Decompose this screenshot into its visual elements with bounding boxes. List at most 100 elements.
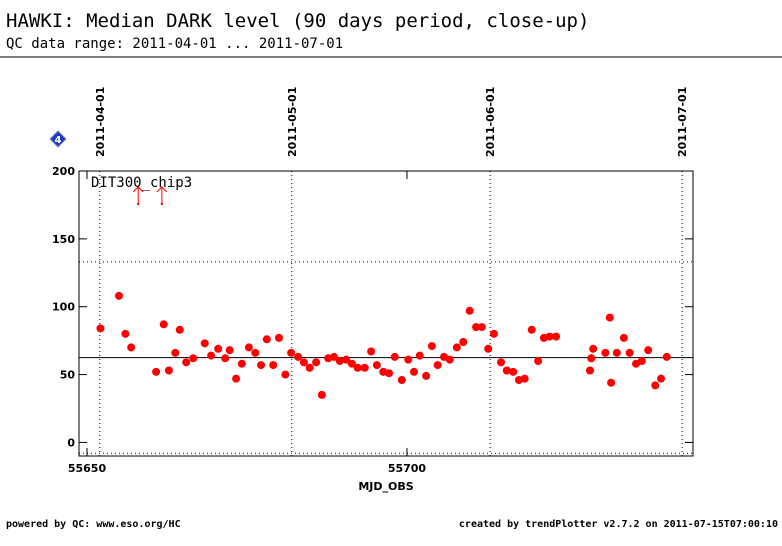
point [175, 325, 184, 334]
point [484, 344, 493, 353]
point [587, 354, 596, 363]
point [342, 355, 351, 364]
point [502, 366, 511, 375]
point [589, 344, 598, 353]
point [237, 359, 246, 368]
point [619, 333, 628, 342]
outlier-arrow [156, 186, 168, 204]
point [159, 320, 168, 329]
point [347, 359, 356, 368]
point [182, 358, 191, 367]
point [312, 358, 321, 367]
point [232, 374, 241, 383]
date-tick-label: 2011-05-01 [286, 87, 299, 157]
point [299, 358, 308, 367]
footer-right: created by trendPlotter v2.7.2 on 2011-0… [459, 519, 778, 530]
point [644, 346, 653, 355]
point [164, 366, 173, 375]
point [200, 339, 209, 348]
outlier-base [136, 202, 140, 206]
point [433, 361, 442, 370]
point [385, 369, 394, 378]
x-axis-label: MJD_OBS [358, 480, 413, 493]
chart-subtitle: QC data range: 2011-04-01 ... 2011-07-01 [6, 36, 343, 52]
point [330, 352, 339, 361]
point [662, 352, 671, 361]
point [651, 381, 660, 390]
point [427, 342, 436, 351]
point [225, 346, 234, 355]
point [612, 348, 621, 357]
point [657, 374, 666, 383]
point [274, 333, 283, 342]
point [404, 355, 413, 364]
x-tick-label: 55700 [388, 462, 427, 475]
point [552, 332, 561, 341]
point [489, 329, 498, 338]
point [127, 343, 136, 352]
point [637, 357, 646, 365]
chart-title: HAWKI: Median DARK level (90 days period… [6, 10, 589, 32]
point [527, 325, 536, 334]
x-tick-label: 55650 [68, 462, 107, 475]
point [445, 355, 454, 364]
point [360, 363, 369, 372]
footer-left: powered by QC: www.eso.org/HC [6, 519, 181, 530]
y-tick-label: 50 [60, 369, 76, 382]
point [390, 352, 399, 361]
point [121, 329, 130, 338]
date-tick-label: 2011-07-01 [676, 87, 689, 157]
point [244, 343, 253, 352]
point [459, 338, 468, 346]
point [415, 351, 424, 360]
point [625, 348, 634, 357]
point [472, 323, 481, 332]
badge: 4 [49, 130, 67, 148]
point [152, 367, 161, 376]
point [114, 291, 123, 300]
point [509, 367, 518, 376]
point [221, 354, 230, 363]
point [520, 374, 529, 383]
point [305, 363, 314, 372]
point [294, 352, 303, 361]
point [281, 370, 290, 379]
point [96, 324, 105, 333]
date-tick-label: 2011-04-01 [94, 87, 107, 157]
point [585, 366, 594, 375]
plot-frame [78, 170, 694, 457]
point [269, 361, 278, 370]
y-tick-label: 150 [52, 233, 75, 246]
point [465, 306, 474, 315]
outlier-arrow [132, 186, 144, 204]
point [422, 371, 431, 380]
point [214, 344, 223, 353]
point [317, 390, 326, 399]
date-tick-label: 2011-06-01 [484, 87, 497, 157]
badge-text: 4 [55, 135, 62, 146]
point [262, 335, 271, 344]
point [452, 343, 461, 352]
point [409, 367, 418, 376]
point [534, 357, 543, 365]
y-tick-label: 200 [52, 165, 75, 178]
outlier-base [160, 202, 164, 206]
point [397, 376, 406, 384]
point [545, 332, 554, 341]
point [335, 357, 344, 365]
point [257, 361, 266, 370]
point [372, 361, 381, 370]
point [367, 347, 376, 356]
point [353, 363, 362, 372]
point [171, 348, 180, 357]
point [601, 348, 610, 357]
y-tick-label: 0 [67, 436, 75, 449]
point [287, 348, 296, 357]
legend-label: DIT300_chip3 [91, 175, 192, 191]
badge-diamond [49, 130, 67, 148]
point [207, 351, 216, 360]
y-tick-label: 100 [52, 301, 75, 314]
point [251, 348, 260, 357]
